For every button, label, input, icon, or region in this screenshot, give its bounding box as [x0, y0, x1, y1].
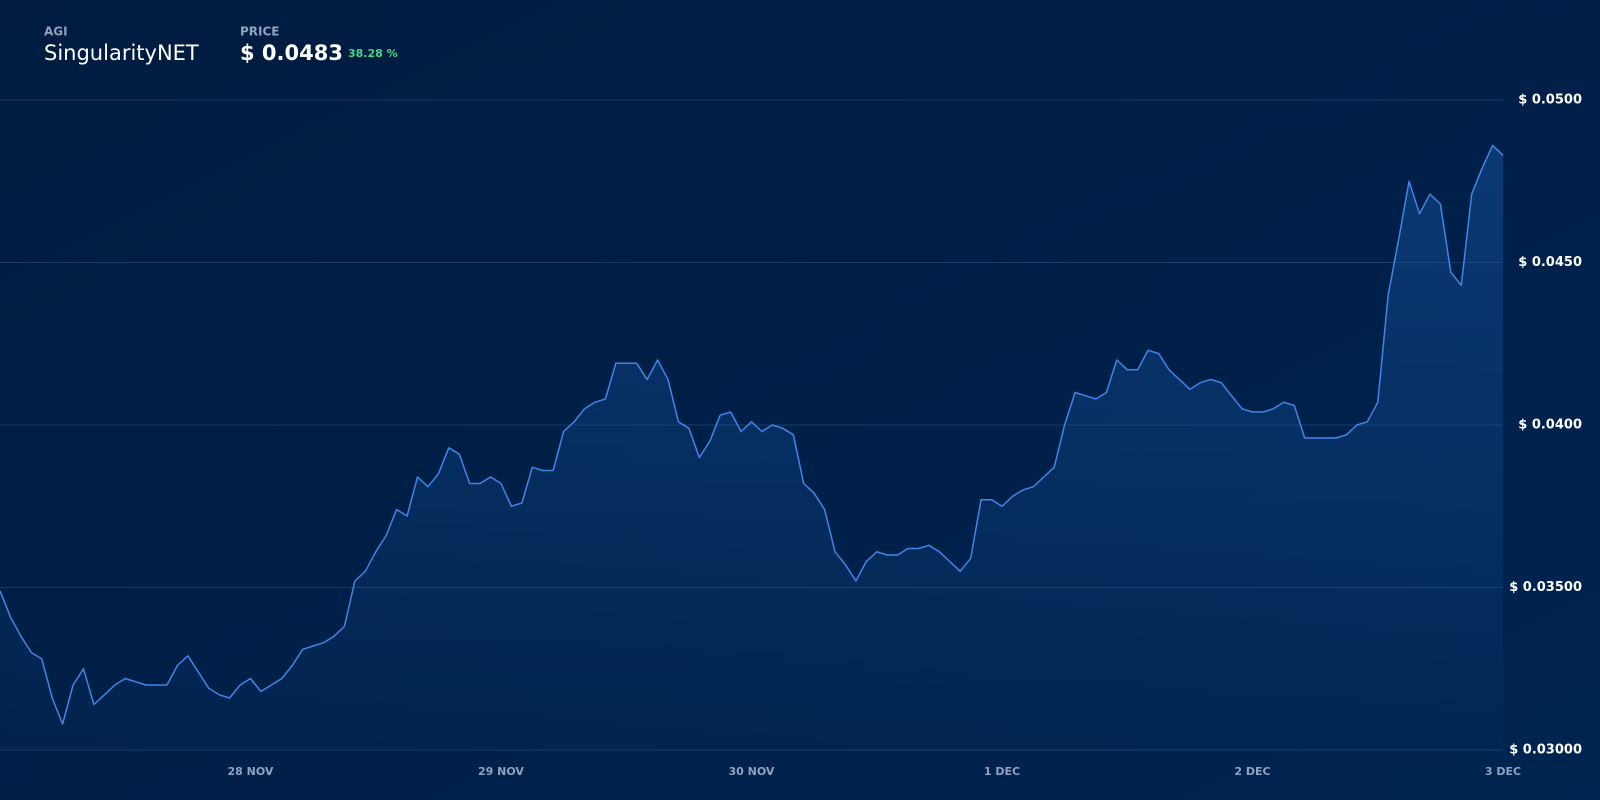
price-change: 38.28 %: [348, 47, 398, 60]
area: [0, 145, 1503, 750]
x-tick-label: 30 NOV: [729, 765, 775, 778]
y-tick-label: $ 0.0450: [1518, 255, 1582, 270]
y-tick-label: $ 0.03000: [1509, 743, 1582, 758]
x-tick-label: 2 DEC: [1234, 765, 1270, 778]
x-tick-label: 3 DEC: [1485, 765, 1521, 778]
x-tick-label: 1 DEC: [984, 765, 1020, 778]
price-caption: PRICE: [240, 25, 280, 39]
y-tick-label: $ 0.0400: [1518, 418, 1582, 433]
y-tick-label: $ 0.0500: [1518, 93, 1582, 108]
price-line: [0, 144, 1504, 725]
symbol: AGI: [44, 25, 68, 39]
x-tick-label: 28 NOV: [228, 765, 274, 778]
asset-name: SingularityNET: [44, 41, 199, 65]
y-tick-label: $ 0.03500: [1509, 580, 1582, 595]
price: $ 0.0483: [240, 41, 343, 65]
x-tick-label: 29 NOV: [478, 765, 524, 778]
